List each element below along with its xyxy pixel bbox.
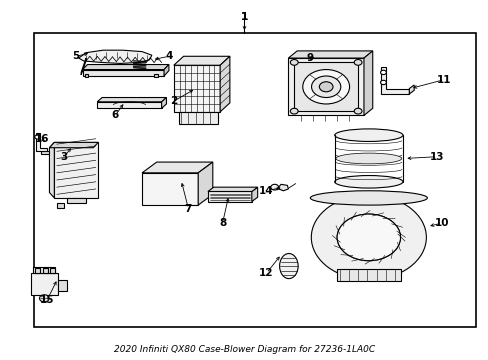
Text: 8: 8 <box>219 218 226 228</box>
Text: 1: 1 <box>241 12 247 22</box>
Polygon shape <box>178 112 217 125</box>
Circle shape <box>311 76 340 98</box>
Polygon shape <box>161 98 166 108</box>
Bar <box>142 173 198 205</box>
Polygon shape <box>336 269 400 282</box>
Text: 9: 9 <box>306 53 313 63</box>
Polygon shape <box>278 184 288 191</box>
Text: 10: 10 <box>434 218 448 228</box>
Text: 11: 11 <box>436 75 451 85</box>
Bar <box>173 65 220 112</box>
Bar <box>50 268 55 273</box>
Circle shape <box>380 80 386 85</box>
Wedge shape <box>311 195 426 280</box>
Polygon shape <box>97 102 161 108</box>
Polygon shape <box>66 198 86 203</box>
Circle shape <box>290 108 298 114</box>
Ellipse shape <box>334 176 402 188</box>
Circle shape <box>319 82 332 92</box>
Polygon shape <box>207 187 257 192</box>
Bar <box>207 192 251 202</box>
Ellipse shape <box>310 191 427 205</box>
Polygon shape <box>173 56 229 65</box>
Text: 14: 14 <box>259 186 273 196</box>
Text: 3: 3 <box>61 152 67 162</box>
Polygon shape <box>288 51 372 58</box>
Polygon shape <box>154 74 158 77</box>
Polygon shape <box>84 74 88 77</box>
Polygon shape <box>49 142 54 198</box>
Bar <box>35 268 40 273</box>
Polygon shape <box>363 51 372 116</box>
Bar <box>34 33 475 327</box>
Circle shape <box>302 69 349 104</box>
Text: 1: 1 <box>241 12 247 22</box>
Bar <box>42 268 47 273</box>
Polygon shape <box>58 280 67 291</box>
Polygon shape <box>198 162 212 205</box>
Circle shape <box>290 59 298 65</box>
Text: 5: 5 <box>73 51 80 61</box>
Text: 12: 12 <box>259 268 273 278</box>
Ellipse shape <box>335 153 401 164</box>
Text: 2020 Infiniti QX80 Case-Blower Diagram for 27236-1LA0C: 2020 Infiniti QX80 Case-Blower Diagram f… <box>114 345 374 354</box>
Polygon shape <box>380 67 408 94</box>
Circle shape <box>353 108 361 114</box>
Polygon shape <box>220 56 229 112</box>
Ellipse shape <box>334 129 402 141</box>
Polygon shape <box>82 69 163 76</box>
Polygon shape <box>294 62 357 111</box>
Polygon shape <box>82 64 168 69</box>
Polygon shape <box>251 187 257 202</box>
Circle shape <box>35 135 41 139</box>
Circle shape <box>336 214 400 261</box>
Polygon shape <box>288 58 363 116</box>
Circle shape <box>40 295 49 302</box>
Circle shape <box>380 70 386 75</box>
Text: 2: 2 <box>170 96 177 106</box>
Polygon shape <box>79 50 152 63</box>
Text: 4: 4 <box>165 51 172 61</box>
Text: 7: 7 <box>184 204 192 214</box>
Text: 13: 13 <box>429 152 444 162</box>
Circle shape <box>353 59 361 65</box>
Polygon shape <box>408 85 413 94</box>
Polygon shape <box>54 142 98 198</box>
Text: 16: 16 <box>35 134 49 144</box>
Bar <box>31 273 58 295</box>
Circle shape <box>270 184 278 190</box>
Polygon shape <box>49 142 98 148</box>
Polygon shape <box>142 162 212 173</box>
Polygon shape <box>81 58 86 75</box>
Ellipse shape <box>279 253 298 279</box>
Text: 6: 6 <box>111 111 119 121</box>
Polygon shape <box>57 203 64 208</box>
Bar <box>33 267 55 273</box>
Text: 15: 15 <box>40 295 54 305</box>
Polygon shape <box>97 98 166 102</box>
Polygon shape <box>36 134 46 151</box>
Polygon shape <box>163 64 168 76</box>
Polygon shape <box>41 150 49 154</box>
